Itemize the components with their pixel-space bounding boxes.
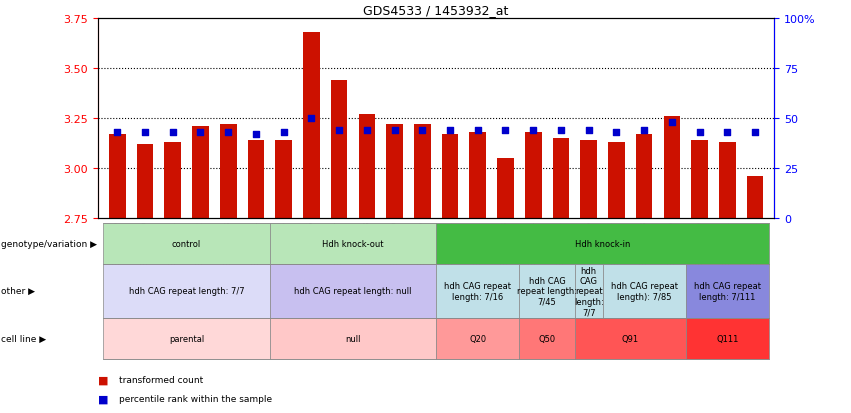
Point [277,129,290,136]
Bar [276,141,292,219]
Bar [192,127,208,219]
Point [554,128,568,134]
Point [221,129,235,136]
Point [332,128,346,134]
Bar [608,143,625,219]
Point [443,128,457,134]
Point [471,128,484,134]
Text: Hdh knock-out: Hdh knock-out [323,239,384,248]
Text: hdh CAG repeat
length: 7/16: hdh CAG repeat length: 7/16 [444,282,511,301]
Bar [442,135,459,219]
Bar [470,133,486,219]
Text: percentile rank within the sample: percentile rank within the sample [119,394,272,403]
Text: transformed count: transformed count [119,375,203,385]
Point [499,128,512,134]
Bar [386,125,403,219]
Bar [719,143,735,219]
Bar [636,135,653,219]
Point [138,129,151,136]
Bar [691,141,708,219]
Text: hdh CAG
repeat length:
7/45: hdh CAG repeat length: 7/45 [517,276,577,306]
Bar [552,139,569,219]
Text: Q111: Q111 [716,334,739,343]
Text: hdh CAG repeat length: null: hdh CAG repeat length: null [294,287,412,296]
Point [388,128,402,134]
Bar [414,125,431,219]
Text: other ▶: other ▶ [1,287,35,296]
Text: Q50: Q50 [539,334,556,343]
Text: hdh CAG repeat
length: 7/111: hdh CAG repeat length: 7/111 [694,282,761,301]
Bar [248,141,264,219]
Text: null: null [346,334,361,343]
Point [305,115,318,122]
Point [693,129,706,136]
Point [721,129,734,136]
Bar [220,125,237,219]
Bar [525,133,541,219]
Bar [746,177,763,219]
Text: parental: parental [169,334,204,343]
Bar [497,159,514,219]
Point [111,129,124,136]
Point [582,128,596,134]
Text: Q20: Q20 [469,334,486,343]
Bar [664,117,680,219]
Point [527,128,540,134]
Bar [303,33,320,219]
Text: Q91: Q91 [622,334,639,343]
Text: control: control [172,239,201,248]
Point [748,129,762,136]
Bar [580,141,597,219]
Text: cell line ▶: cell line ▶ [1,334,46,343]
Text: genotype/variation ▶: genotype/variation ▶ [1,239,97,248]
Text: ■: ■ [98,375,108,385]
Bar [331,81,347,219]
Text: hdh CAG repeat
length): 7/85: hdh CAG repeat length): 7/85 [610,282,677,301]
Point [637,128,651,134]
Bar [109,135,126,219]
Bar [358,115,375,219]
Text: ■: ■ [98,394,108,404]
Point [249,131,263,138]
Point [665,119,678,126]
Text: hdh CAG repeat length: 7/7: hdh CAG repeat length: 7/7 [129,287,244,296]
Title: GDS4533 / 1453932_at: GDS4533 / 1453932_at [363,5,509,17]
Point [360,128,374,134]
Point [194,129,208,136]
Text: Hdh knock-in: Hdh knock-in [574,239,631,248]
Text: hdh
CAG
repeat
length:
7/7: hdh CAG repeat length: 7/7 [574,266,603,316]
Bar [137,145,153,219]
Point [609,129,623,136]
Point [415,128,429,134]
Bar [164,143,181,219]
Point [166,129,180,136]
